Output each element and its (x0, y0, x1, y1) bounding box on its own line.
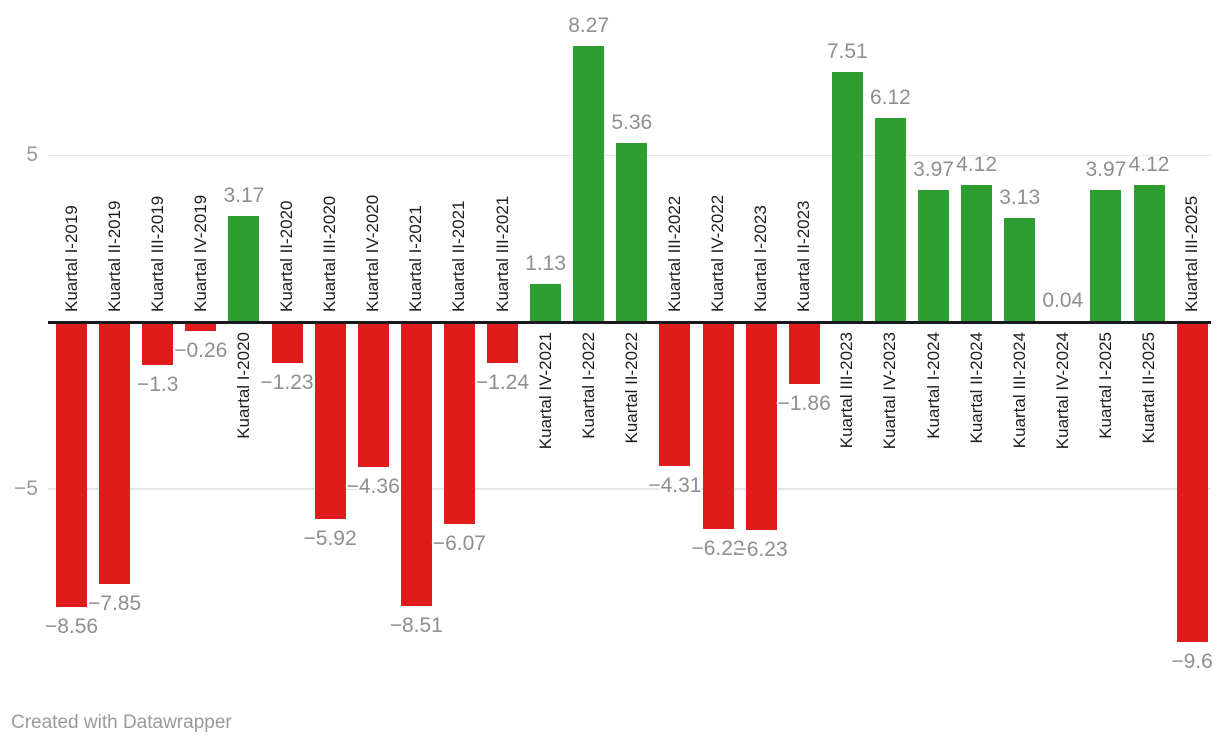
value-label: −5.92 (303, 527, 357, 551)
bar-kuartal-iii-2025[interactable] (1176, 322, 1208, 643)
category-label: Kuartal IV-2019 (190, 194, 210, 312)
value-label: −1.24 (475, 371, 530, 395)
value-label: −6.07 (432, 532, 486, 556)
category-label: Kuartal IV-2022 (708, 194, 727, 312)
category-label: Kuartal III-2021 (492, 195, 512, 312)
plot-area: 5 −5 Kuartal I-2019 −8.56 Kuartal II-2019 −7.… (14, 14, 1213, 674)
value-label: −1.86 (777, 392, 831, 416)
value-label: 3.97 (1085, 157, 1127, 181)
bar-kuartal-ii-2019[interactable] (99, 322, 131, 584)
value-label: −4.31 (648, 473, 702, 497)
value-label: 4.12 (956, 152, 998, 176)
value-label: 6.12 (869, 85, 911, 109)
value-label: −4.36 (346, 475, 400, 499)
bar-kuartal-iv-2022[interactable] (702, 322, 734, 530)
y-gridline (48, 488, 1211, 490)
category-label: Kuartal III-2025 (1182, 195, 1202, 312)
bar-kuartal-i-2024[interactable] (918, 189, 949, 322)
value-label: −8.56 (44, 615, 99, 639)
bar-kuartal-iii-2020[interactable] (314, 322, 346, 520)
value-label: −9.6 (1171, 650, 1213, 674)
category-label: Kuartal II-2022 (621, 332, 641, 444)
value-label: 3.13 (999, 185, 1041, 209)
value-label: 3.17 (223, 184, 265, 208)
bar-kuartal-i-2023[interactable] (745, 322, 777, 530)
value-label: 1.13 (525, 252, 567, 276)
value-label: −6.22 (691, 537, 745, 561)
bar-kuartal-iii-2022[interactable] (659, 322, 691, 466)
bar-kuartal-iv-2023[interactable] (874, 117, 906, 322)
value-label: 7.51 (826, 39, 868, 63)
value-label: −7.85 (88, 591, 142, 615)
category-label: Kuartal II-2019 (104, 200, 124, 312)
category-label: Kuartal I-2021 (406, 205, 426, 312)
value-label: 3.97 (913, 157, 954, 181)
category-label: Kuartal IV-2024 (1052, 332, 1072, 450)
bar-kuartal-iv-2021[interactable] (530, 284, 562, 322)
bar-kuartal-ii-2025[interactable] (1133, 184, 1165, 322)
bar-kuartal-ii-2023[interactable] (788, 322, 820, 385)
bar-kuartal-ii-2024[interactable] (961, 184, 993, 322)
bar-kuartal-i-2021[interactable] (400, 322, 432, 606)
value-label: 8.27 (568, 14, 610, 38)
category-label: Kuartal II-2024 (966, 332, 986, 444)
value-label: 5.36 (611, 111, 653, 135)
category-label: Kuartal III-2023 (837, 332, 857, 449)
value-label: −1.23 (260, 371, 314, 395)
bar-kuartal-i-2020[interactable] (228, 216, 260, 322)
category-label: Kuartal I-2023 (751, 205, 771, 312)
category-label: Kuartal I-2022 (578, 332, 598, 439)
bar-kuartal-ii-2020[interactable] (271, 322, 303, 364)
bar-kuartal-iii-2021[interactable] (487, 322, 518, 364)
category-label: Kuartal II-2020 (277, 200, 296, 312)
value-label: −8.51 (389, 613, 443, 637)
value-label: 4.12 (1128, 152, 1170, 176)
bar-kuartal-iv-2019[interactable] (185, 322, 217, 331)
category-label: Kuartal II-2021 (449, 200, 469, 312)
category-label: Kuartal IV-2020 (363, 194, 383, 312)
value-label: −0.26 (174, 338, 228, 362)
bar-kuartal-iv-2020[interactable] (357, 322, 389, 468)
category-label: Kuartal II-2023 (794, 200, 814, 312)
bar-kuartal-i-2025[interactable] (1090, 189, 1122, 322)
value-label: 0.04 (1042, 288, 1084, 312)
bar-kuartal-ii-2021[interactable] (443, 322, 475, 525)
category-label: Kuartal II-2025 (1139, 332, 1158, 444)
category-label: Kuartal IV-2021 (535, 332, 555, 450)
bar-kuartal-iii-2019[interactable] (142, 322, 174, 366)
category-label: Kuartal I-2024 (923, 332, 943, 439)
zero-axis-line (48, 320, 1211, 324)
y-axis-tick-label: 5 (26, 143, 38, 167)
bar-kuartal-i-2022[interactable] (573, 46, 605, 322)
value-label: −1.3 (136, 373, 179, 397)
category-label: Kuartal III-2024 (1009, 332, 1029, 449)
category-label: Kuartal IV-2023 (880, 332, 900, 450)
category-label: Kuartal III-2020 (320, 195, 340, 312)
category-label: Kuartal I-2025 (1095, 332, 1115, 439)
bar-kuartal-ii-2022[interactable] (616, 143, 648, 322)
bar-kuartal-i-2019[interactable] (56, 322, 87, 608)
value-label: −6.23 (734, 537, 788, 561)
category-label: Kuartal I-2020 (233, 332, 253, 439)
category-label: Kuartal I-2019 (61, 205, 81, 312)
category-label: Kuartal III-2022 (664, 195, 684, 312)
category-label: Kuartal III-2019 (147, 195, 167, 312)
y-axis-tick-label: −5 (14, 476, 38, 500)
bar-kuartal-iii-2023[interactable] (831, 71, 863, 322)
bar-kuartal-iii-2024[interactable] (1004, 217, 1036, 322)
datawrapper-credit-link[interactable]: Created with Datawrapper (11, 712, 232, 733)
